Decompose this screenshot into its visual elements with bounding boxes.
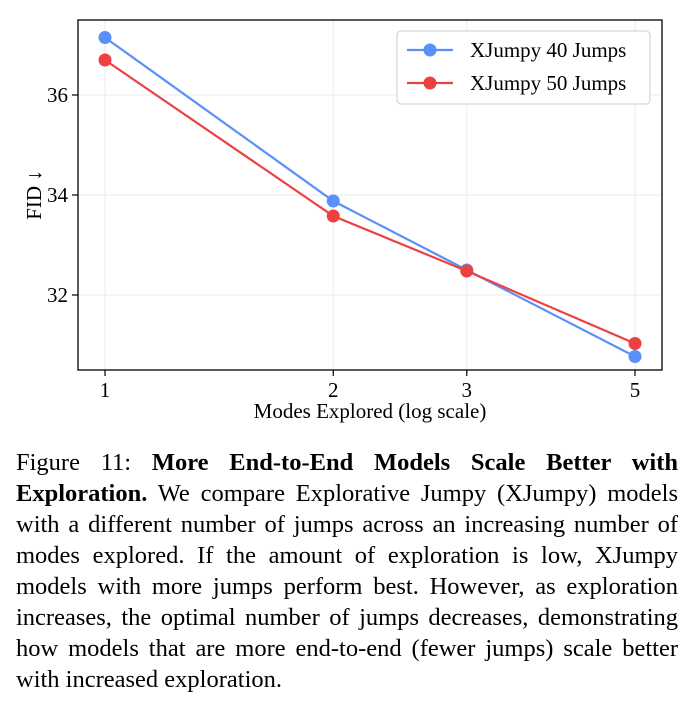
figure-caption: Figure 11: More End-to-End Models Scale … [16,447,678,695]
x-axis-label: Modes Explored (log scale) [254,399,487,423]
data-point [628,350,642,363]
x-tick-label: 1 [100,378,111,402]
fid-line-chart: 1 2 3 5 32 34 36 Modes Explored (log scale) FID … [22,19,663,423]
legend-box [396,30,651,105]
data-point [460,264,474,278]
caption-title: More End-to-End Models Scale Better with… [16,449,678,507]
legend-label: XJumpy 40 Jumps [470,38,626,62]
y-tick-label: 34 [47,183,69,207]
x-tick-label: 2 [328,378,339,402]
x-tick-label: 5 [630,378,641,402]
y-axis-label: FID ↓ [22,170,46,220]
series-line [104,36,636,358]
data-point [326,194,340,208]
data-point [98,31,112,44]
legend-label: XJumpy 50 Jumps [470,71,626,95]
y-tick-label: 36 [47,83,68,107]
legend-marker [423,43,437,57]
x-tick-label: 3 [462,378,473,402]
data-point [326,209,340,223]
series-line [104,59,636,345]
legend-marker [423,76,437,90]
data-point [98,53,112,67]
y-tick-label: 32 [47,283,68,307]
caption-label: Figure 11: [16,449,152,476]
caption-body: We compare Explorative Jumpy (XJumpy) mo… [16,480,678,693]
data-point [628,337,642,350]
